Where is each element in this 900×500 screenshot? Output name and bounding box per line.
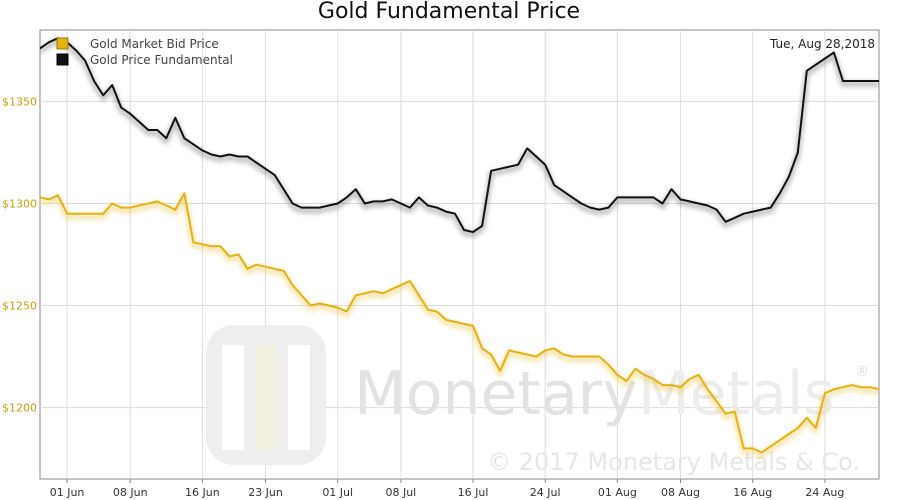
x-tick-label: 08 Jun [113, 486, 148, 499]
series-line-1 [40, 37, 879, 233]
x-tick-label: 24 Jul [530, 486, 561, 499]
x-tick-label: 16 Jul [458, 486, 489, 499]
svg-text:MonetaryMetals: MonetaryMetals [354, 359, 835, 429]
watermark-registered: ® [855, 364, 869, 380]
watermark-copyright: © 2017 Monetary Metals & Co. [487, 448, 860, 476]
x-tick-label: 23 Jun [248, 486, 283, 499]
legend: Gold Market Bid Price Gold Price Fundame… [56, 37, 233, 67]
watermark: MonetaryMetals ® © 2017 Monetary Metals … [206, 325, 869, 476]
x-tick-label: 24 Aug [805, 486, 844, 499]
y-tick-label: $1350 [2, 95, 37, 108]
series-line-0 [40, 192, 879, 454]
chart-title: Gold Fundamental Price [318, 0, 580, 24]
legend-label-fundamental: Gold Price Fundamental [90, 53, 233, 67]
x-tick-label: 08 Jul [385, 486, 416, 499]
series-shadow-1 [40, 38, 879, 238]
legend-swatch-bid [56, 37, 69, 50]
grid-lines [40, 30, 879, 479]
y-tick-label: $1300 [2, 197, 37, 210]
x-tick-label: 01 Aug [598, 486, 637, 499]
plot-area [39, 29, 880, 480]
y-tick-label: $1200 [2, 402, 37, 415]
x-tick-label: 01 Jul [322, 486, 353, 499]
date-label: Tue, Aug 28,2018 [769, 37, 875, 51]
x-tick-label: 01 Jun [50, 486, 85, 499]
watermark-logo-icon [206, 325, 326, 465]
x-tick-label: 16 Aug [733, 486, 772, 499]
y-tick-label: $1250 [2, 300, 37, 313]
x-tick-label: 08 Aug [661, 486, 700, 499]
x-tick-label: 16 Jun [185, 486, 220, 499]
legend-label-bid: Gold Market Bid Price [90, 37, 219, 51]
legend-swatch-fundamental [56, 53, 69, 66]
